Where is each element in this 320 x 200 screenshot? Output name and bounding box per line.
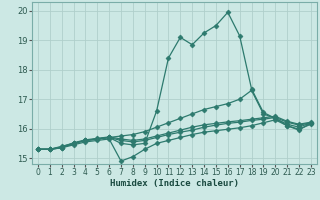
- X-axis label: Humidex (Indice chaleur): Humidex (Indice chaleur): [110, 179, 239, 188]
